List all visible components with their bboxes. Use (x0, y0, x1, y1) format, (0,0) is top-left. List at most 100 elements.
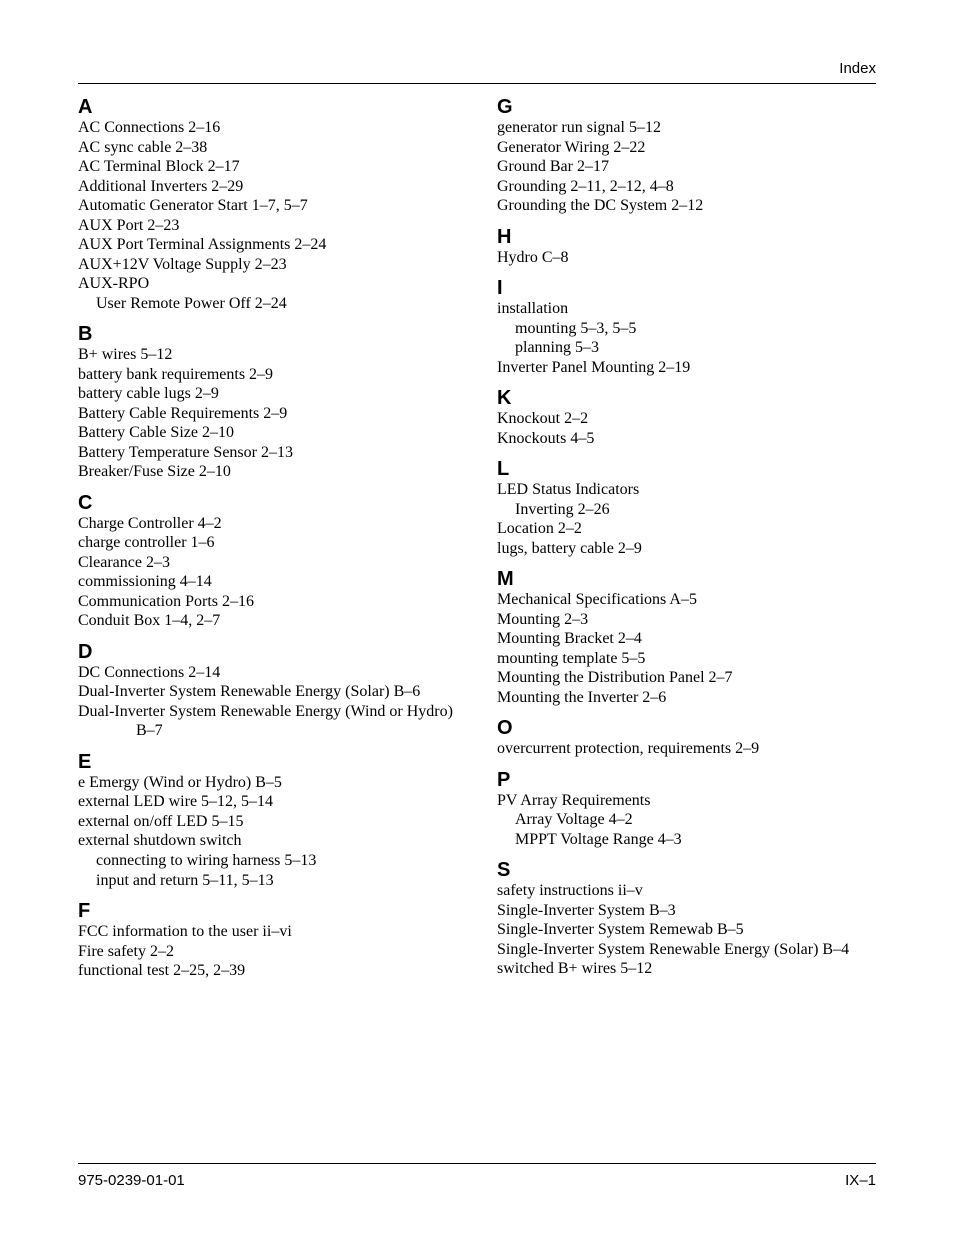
index-entry: AC sync cable 2–38 (78, 138, 457, 158)
index-entry: MPPT Voltage Range 4–3 (497, 830, 876, 850)
index-entry: Clearance 2–3 (78, 553, 457, 573)
index-section: KKnockout 2–2Knockouts 4–5 (497, 387, 876, 448)
index-entry: Battery Cable Size 2–10 (78, 423, 457, 443)
right-column: Ggenerator run signal 5–12Generator Wiri… (497, 92, 876, 991)
index-entry: Grounding the DC System 2–12 (497, 196, 876, 216)
bottom-rule (78, 1163, 876, 1164)
index-section: Oovercurrent protection, requirements 2–… (497, 717, 876, 759)
index-entry: mounting 5–3, 5–5 (497, 319, 876, 339)
index-entry: external shutdown switch (78, 831, 457, 851)
section-letter: D (78, 641, 457, 663)
index-entry: lugs, battery cable 2–9 (497, 539, 876, 559)
index-entry: mounting template 5–5 (497, 649, 876, 669)
top-rule (78, 83, 876, 84)
index-entry: Array Voltage 4–2 (497, 810, 876, 830)
index-entry: connecting to wiring harness 5–13 (78, 851, 457, 871)
index-entry: AUX Port Terminal Assignments 2–24 (78, 235, 457, 255)
index-entry: input and return 5–11, 5–13 (78, 871, 457, 891)
page-number: IX–1 (845, 1172, 876, 1189)
page-header: Index (78, 60, 876, 77)
index-entry: Single-Inverter System Renewable Energy … (497, 940, 876, 960)
index-entry: Mounting the Inverter 2–6 (497, 688, 876, 708)
section-letter: S (497, 859, 876, 881)
index-entry: Communication Ports 2–16 (78, 592, 457, 612)
left-column: AAC Connections 2–16AC sync cable 2–38AC… (78, 92, 457, 991)
index-entry: Inverting 2–26 (497, 500, 876, 520)
section-letter: E (78, 751, 457, 773)
index-section: AAC Connections 2–16AC sync cable 2–38AC… (78, 96, 457, 313)
index-section: Iinstallationmounting 5–3, 5–5planning 5… (497, 277, 876, 377)
index-entry: battery bank requirements 2–9 (78, 365, 457, 385)
section-letter: B (78, 323, 457, 345)
index-entry: Hydro C–8 (497, 248, 876, 268)
index-section: BB+ wires 5–12battery bank requirements … (78, 323, 457, 482)
index-entry: Dual-Inverter System Renewable Energy (S… (78, 682, 457, 702)
index-entry: DC Connections 2–14 (78, 663, 457, 683)
index-entry: AUX Port 2–23 (78, 216, 457, 236)
index-entry: AUX-RPO (78, 274, 457, 294)
index-entry: B–7 (78, 721, 457, 741)
index-entry: Mounting the Distribution Panel 2–7 (497, 668, 876, 688)
index-entry: Mechanical Specifications A–5 (497, 590, 876, 610)
index-entry: AC Terminal Block 2–17 (78, 157, 457, 177)
index-entry: Knockout 2–2 (497, 409, 876, 429)
index-section: Ee Emergy (Wind or Hydro) B–5external LE… (78, 751, 457, 890)
section-letter: P (497, 769, 876, 791)
doc-number: 975-0239-01-01 (78, 1172, 185, 1189)
index-entry: functional test 2–25, 2–39 (78, 961, 457, 981)
page-footer: 975-0239-01-01 IX–1 (78, 1163, 876, 1189)
index-section: Ssafety instructions ii–v Single-Inverter… (497, 859, 876, 979)
section-letter: O (497, 717, 876, 739)
index-entry: planning 5–3 (497, 338, 876, 358)
index-entry: safety instructions ii–v (497, 881, 876, 901)
index-section: LLED Status IndicatorsInverting 2–26Loca… (497, 458, 876, 558)
index-entry: AC Connections 2–16 (78, 118, 457, 138)
index-entry: B+ wires 5–12 (78, 345, 457, 365)
section-letter: K (497, 387, 876, 409)
index-section: HHydro C–8 (497, 226, 876, 268)
section-letter: I (497, 277, 876, 299)
index-entry: Battery Cable Requirements 2–9 (78, 404, 457, 424)
index-entry: LED Status Indicators (497, 480, 876, 500)
index-section: DDC Connections 2–14Dual-Inverter System… (78, 641, 457, 741)
section-letter: F (78, 900, 457, 922)
index-section: FFCC information to the user ii–viFire s… (78, 900, 457, 981)
index-entry: FCC information to the user ii–vi (78, 922, 457, 942)
index-entry: Battery Temperature Sensor 2–13 (78, 443, 457, 463)
index-entry: Dual-Inverter System Renewable Energy (W… (78, 702, 457, 722)
index-entry: Fire safety 2–2 (78, 942, 457, 962)
index-entry: charge controller 1–6 (78, 533, 457, 553)
index-entry: Knockouts 4–5 (497, 429, 876, 449)
index-entry: User Remote Power Off 2–24 (78, 294, 457, 314)
index-entry: commissioning 4–14 (78, 572, 457, 592)
index-entry: Conduit Box 1–4, 2–7 (78, 611, 457, 631)
index-entry: Charge Controller 4–2 (78, 514, 457, 534)
index-columns: AAC Connections 2–16AC sync cable 2–38AC… (78, 92, 876, 991)
index-entry: Mounting 2–3 (497, 610, 876, 630)
index-entry: Automatic Generator Start 1–7, 5–7 (78, 196, 457, 216)
index-entry: battery cable lugs 2–9 (78, 384, 457, 404)
index-entry: external on/off LED 5–15 (78, 812, 457, 832)
index-entry: Mounting Bracket 2–4 (497, 629, 876, 649)
section-letter: C (78, 492, 457, 514)
index-entry: AUX+12V Voltage Supply 2–23 (78, 255, 457, 275)
index-entry: overcurrent protection, requirements 2–9 (497, 739, 876, 759)
index-entry: external LED wire 5–12, 5–14 (78, 792, 457, 812)
index-entry: Location 2–2 (497, 519, 876, 539)
index-entry: Ground Bar 2–17 (497, 157, 876, 177)
index-section: CCharge Controller 4–2charge controller … (78, 492, 457, 631)
section-letter: G (497, 96, 876, 118)
index-entry: Inverter Panel Mounting 2–19 (497, 358, 876, 378)
index-entry: generator run signal 5–12 (497, 118, 876, 138)
section-letter: L (497, 458, 876, 480)
section-letter: M (497, 568, 876, 590)
index-entry: switched B+ wires 5–12 (497, 959, 876, 979)
index-entry: Generator Wiring 2–22 (497, 138, 876, 158)
section-letter: A (78, 96, 457, 118)
index-page: Index AAC Connections 2–16AC sync cable … (0, 0, 954, 1235)
index-entry: Single-Inverter System Remewab B–5 (497, 920, 876, 940)
index-entry: Grounding 2–11, 2–12, 4–8 (497, 177, 876, 197)
index-entry: Breaker/Fuse Size 2–10 (78, 462, 457, 482)
index-entry: Additional Inverters 2–29 (78, 177, 457, 197)
index-section: PPV Array RequirementsArray Voltage 4–2M… (497, 769, 876, 850)
